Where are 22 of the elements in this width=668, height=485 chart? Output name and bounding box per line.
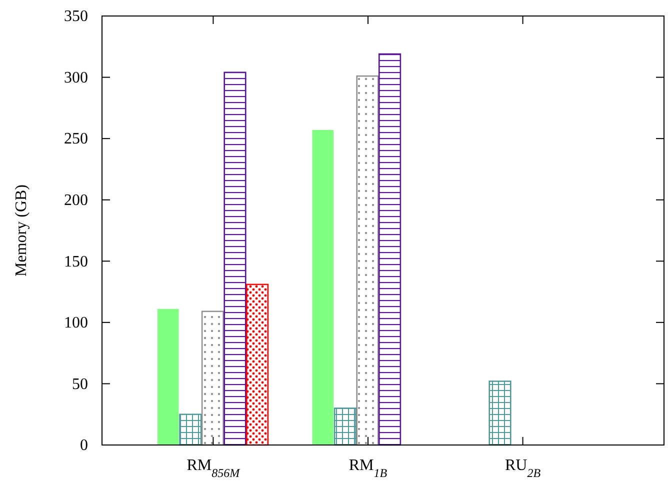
bar (201, 310, 224, 446)
y-axis-title: Memory (GB) (13, 184, 30, 276)
bar (312, 130, 334, 445)
x-tick-label: RU$_{2B}$ (505, 457, 542, 480)
y-tick-label: 150 (64, 253, 88, 270)
bar (488, 380, 512, 446)
y-tick-label: 200 (64, 192, 88, 209)
bar (356, 75, 379, 446)
x-tick-label: RM$_{1B}$ (348, 457, 388, 480)
y-tick-label: 0 (80, 437, 88, 454)
y-tick-label: 350 (64, 8, 88, 26)
bar (179, 414, 202, 446)
y-tick-label: 300 (64, 69, 88, 86)
bar (224, 72, 246, 446)
y-tick-label: 50 (72, 376, 88, 393)
bar (334, 408, 357, 446)
y-tick-label: 100 (64, 314, 88, 332)
bar (378, 53, 402, 446)
bar (157, 308, 179, 445)
y-tick-label: 250 (64, 130, 88, 148)
x-tick-label: RM$_{856M}$ (186, 457, 241, 480)
bar (246, 284, 269, 446)
